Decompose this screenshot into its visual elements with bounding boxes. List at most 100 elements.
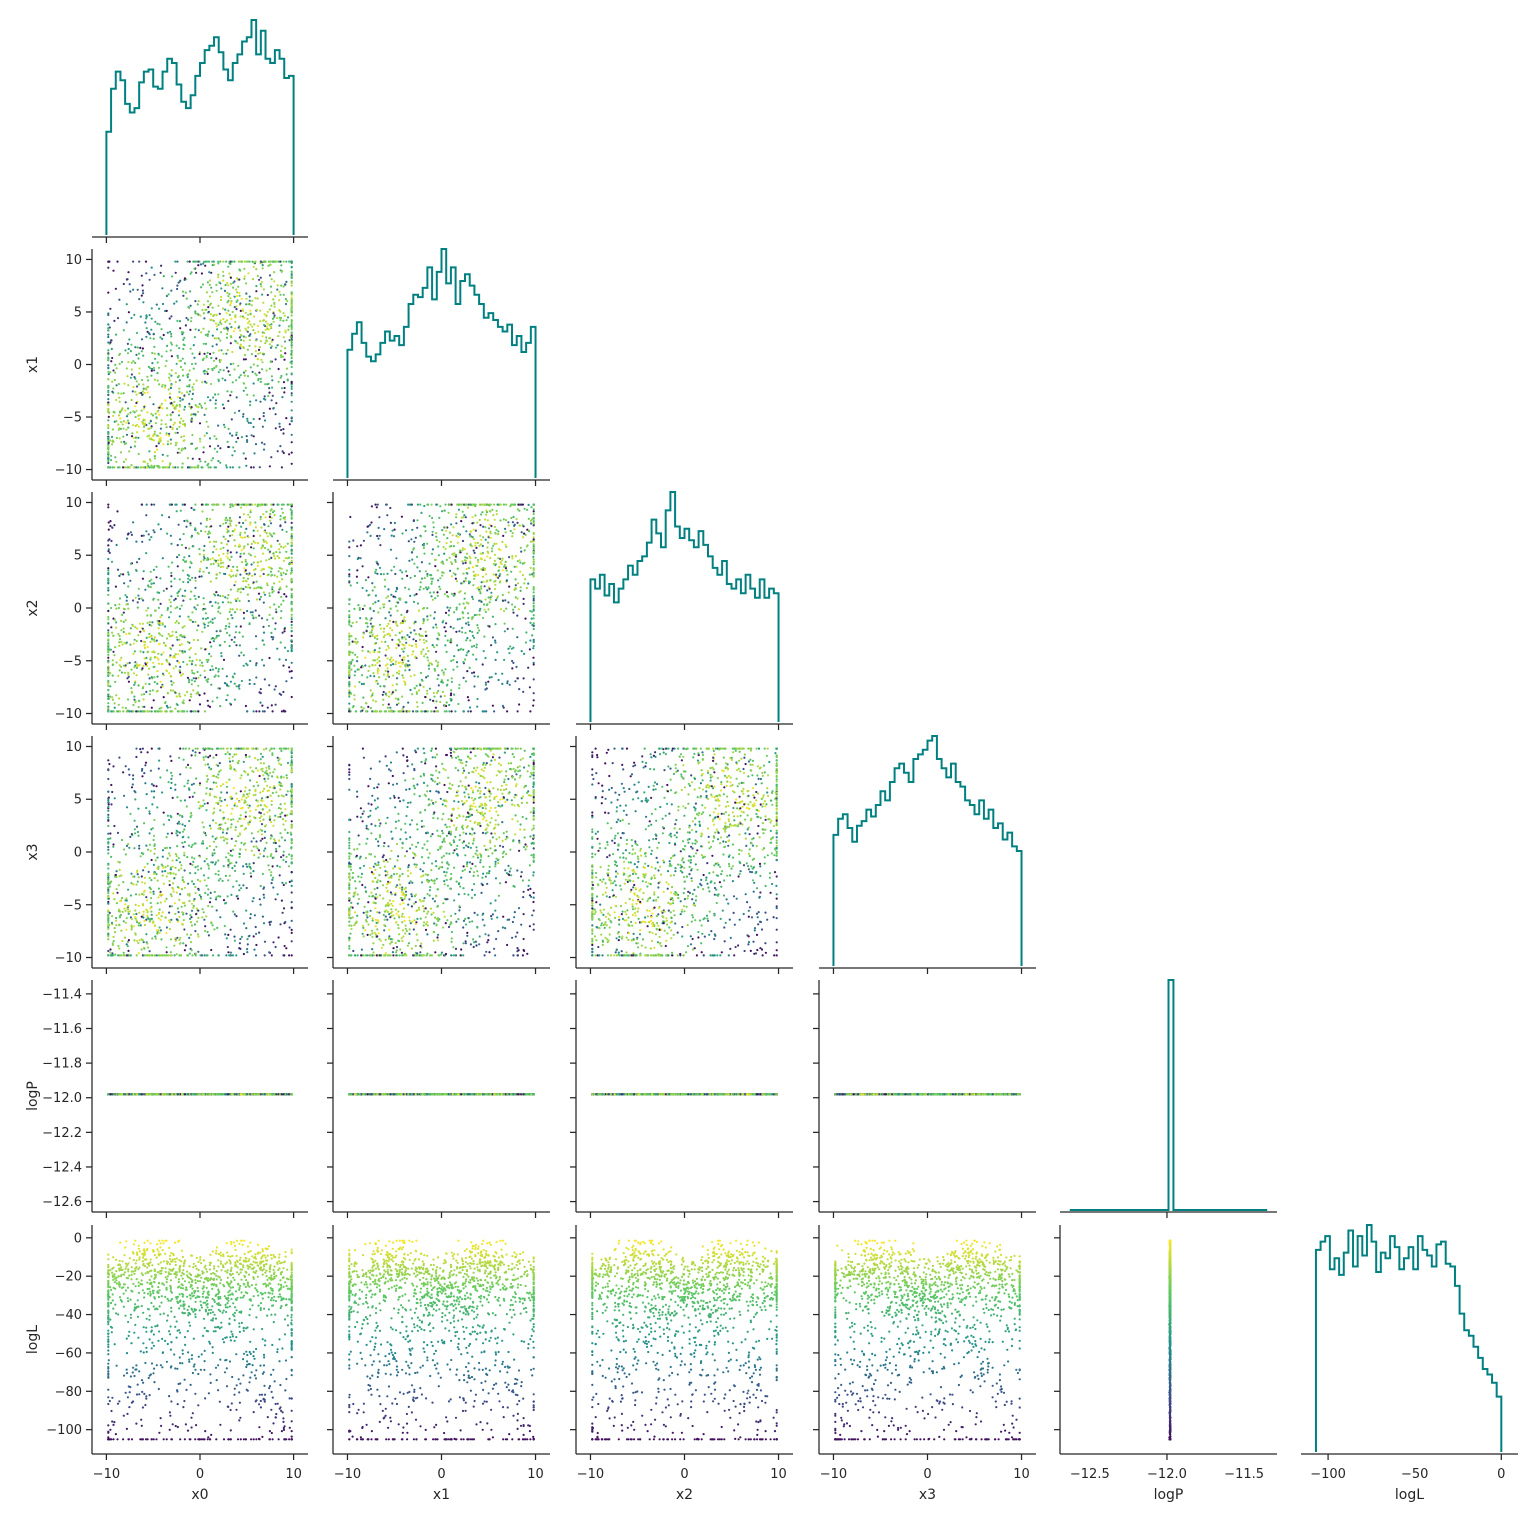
scatter-point — [484, 585, 486, 587]
scatter-point — [191, 353, 193, 355]
scatter-point — [405, 638, 407, 640]
scatter-point — [135, 354, 137, 356]
scatter-point — [194, 595, 196, 597]
scatter-point — [107, 594, 109, 596]
scatter-point — [183, 533, 185, 535]
scatter-point — [217, 262, 219, 264]
scatter-point — [462, 547, 464, 549]
scatter-point — [444, 704, 446, 706]
scatter-point — [133, 684, 135, 686]
scatter-point — [244, 354, 246, 356]
scatter-point — [156, 411, 158, 413]
scatter-point — [256, 309, 258, 311]
scatter-point — [116, 870, 118, 872]
scatter-point — [239, 532, 241, 534]
scatter-point — [481, 511, 483, 513]
scatter-point — [258, 615, 260, 617]
scatter-point — [357, 604, 359, 606]
scatter-point — [164, 399, 166, 401]
scatter-point — [284, 352, 286, 354]
scatter-point — [282, 691, 284, 693]
scatter-point — [128, 768, 130, 770]
scatter-point — [273, 582, 275, 584]
scatter-point — [283, 593, 285, 595]
scatter-point — [280, 377, 282, 379]
scatter-point — [279, 832, 281, 834]
scatter-point — [140, 640, 142, 642]
scatter-point — [415, 537, 417, 539]
scatter-point — [119, 710, 121, 712]
scatter-point — [125, 633, 127, 635]
scatter-point — [158, 383, 160, 385]
scatter-point — [422, 622, 424, 624]
scatter-point — [172, 656, 174, 658]
scatter-point — [291, 366, 293, 368]
scatter-point — [158, 592, 160, 594]
scatter-point — [291, 901, 293, 903]
scatter-point — [213, 314, 215, 316]
scatter-point — [422, 635, 424, 637]
scatter-point — [467, 696, 469, 698]
scatter-point — [232, 608, 234, 610]
scatter-point — [245, 336, 247, 338]
scatter-point — [227, 550, 229, 552]
scatter-point — [215, 365, 217, 367]
scatter-point — [291, 755, 293, 757]
scatter-point — [170, 384, 172, 386]
scatter-point — [469, 639, 471, 641]
scatter-point — [148, 633, 150, 635]
scatter-point — [269, 551, 271, 553]
scatter-point — [168, 599, 170, 601]
scatter-point — [182, 398, 184, 400]
scatter-point — [218, 380, 220, 382]
scatter-point — [225, 856, 227, 858]
scatter-point — [401, 674, 403, 676]
scatter-point — [187, 520, 189, 522]
scatter-point — [125, 422, 127, 424]
scatter-point — [249, 679, 251, 681]
scatter-point — [270, 291, 272, 293]
scatter-point — [278, 581, 280, 583]
scatter-point — [271, 835, 273, 837]
scatter-point — [189, 261, 191, 263]
scatter-point — [265, 842, 267, 844]
scatter-point — [246, 441, 248, 443]
scatter-point — [138, 876, 140, 878]
scatter-point — [374, 649, 376, 651]
scatter-point — [107, 367, 109, 369]
scatter-point — [271, 954, 273, 956]
scatter-point — [107, 558, 109, 560]
scatter-point — [181, 333, 183, 335]
scatter-point — [111, 632, 113, 634]
scatter-point — [151, 504, 153, 506]
scatter-point — [257, 530, 259, 532]
scatter-point — [220, 548, 222, 550]
scatter-point — [145, 610, 147, 612]
scatter-point — [220, 791, 222, 793]
scatter-point — [120, 657, 122, 659]
scatter-point — [225, 625, 227, 627]
scatter-point — [145, 514, 147, 516]
scatter-point — [213, 261, 215, 263]
scatter-point — [518, 703, 520, 705]
scatter-point — [154, 451, 156, 453]
scatter-point — [278, 557, 280, 559]
scatter-point — [280, 546, 282, 548]
scatter-point — [185, 766, 187, 768]
scatter-point — [122, 466, 124, 468]
scatter-point — [170, 535, 172, 537]
scatter-point — [227, 284, 229, 286]
scatter-point — [266, 383, 268, 385]
scatter-point — [522, 504, 524, 506]
scatter-point — [284, 284, 286, 286]
scatter-point — [506, 682, 508, 684]
scatter-point — [266, 369, 268, 371]
scatter-point — [149, 710, 151, 712]
scatter-point — [275, 704, 277, 706]
scatter-point — [366, 618, 368, 620]
scatter-point — [212, 369, 214, 371]
scatter-point — [372, 672, 374, 674]
scatter-point — [219, 612, 221, 614]
scatter-point — [259, 775, 261, 777]
